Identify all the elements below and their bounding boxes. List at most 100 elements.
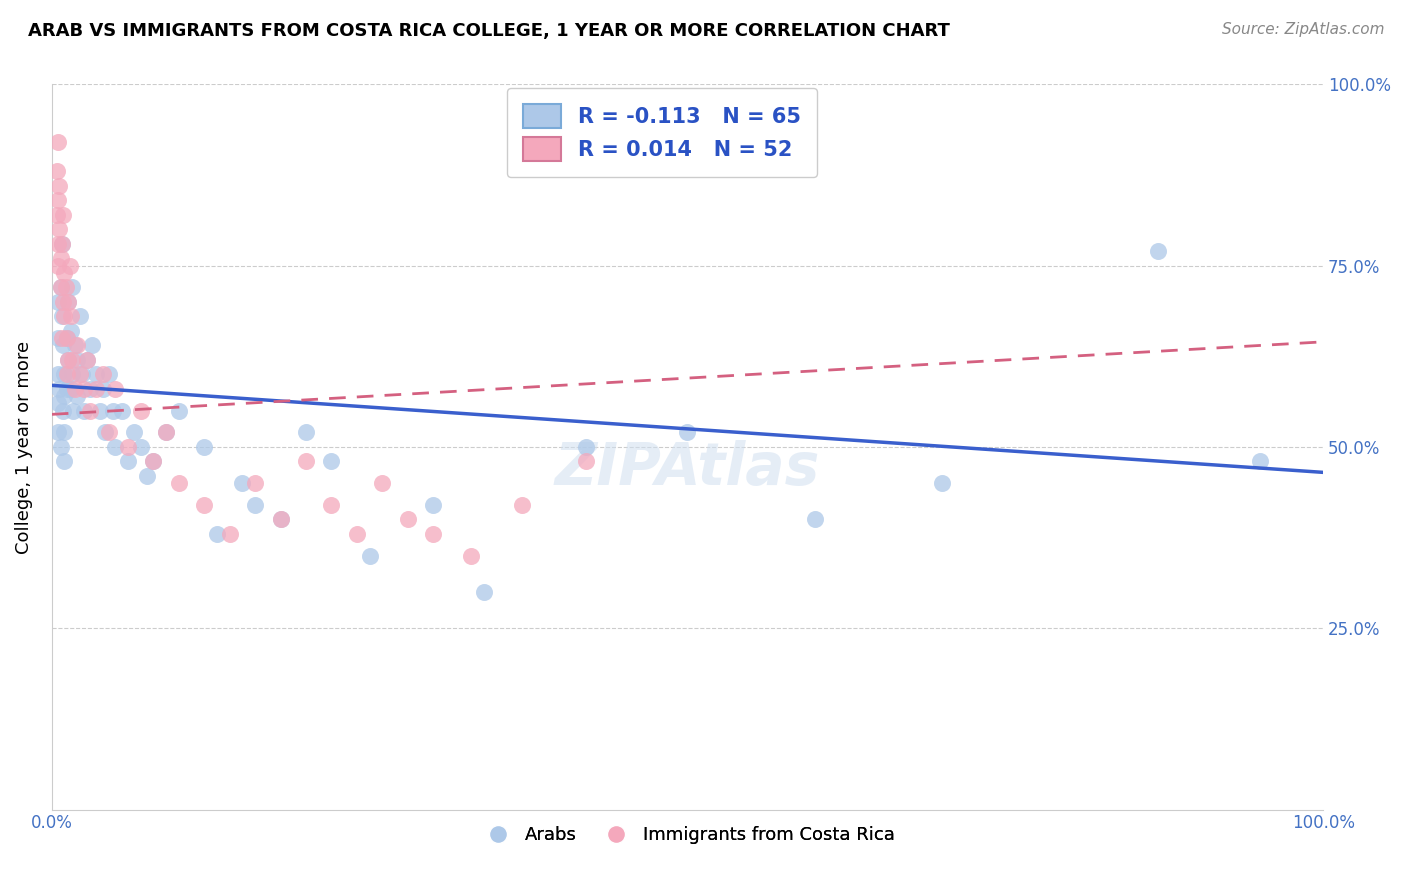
- Point: [53, 389, 76, 403]
- Point: [46, 396, 69, 410]
- Point: [111, 403, 134, 417]
- Point: [60, 353, 83, 368]
- Point: [193, 440, 215, 454]
- Point: [84, 368, 107, 382]
- Point: [142, 454, 165, 468]
- Point: [97, 368, 120, 382]
- Point: [205, 527, 228, 541]
- Point: [58, 295, 80, 310]
- Point: [46, 136, 69, 150]
- Point: [60, 368, 83, 382]
- Point: [46, 295, 69, 310]
- Point: [55, 280, 77, 294]
- Point: [396, 512, 419, 526]
- Point: [76, 353, 98, 368]
- Point: [104, 440, 127, 454]
- Point: [46, 194, 69, 208]
- Point: [69, 368, 91, 382]
- Point: [69, 310, 91, 324]
- Point: [91, 382, 114, 396]
- Point: [51, 331, 73, 345]
- Point: [45, 208, 67, 222]
- Point: [142, 454, 165, 468]
- Point: [295, 425, 318, 440]
- Point: [295, 454, 318, 468]
- Point: [803, 512, 825, 526]
- Point: [124, 425, 146, 440]
- Point: [56, 368, 79, 382]
- Point: [167, 403, 190, 417]
- Point: [472, 585, 495, 599]
- Point: [270, 512, 292, 526]
- Point: [48, 222, 70, 236]
- Point: [51, 310, 73, 324]
- Point: [49, 280, 72, 294]
- Point: [56, 382, 79, 396]
- Point: [66, 389, 89, 403]
- Point: [59, 382, 82, 396]
- Point: [155, 425, 177, 440]
- Point: [53, 266, 76, 280]
- Point: [60, 280, 83, 294]
- Point: [66, 353, 89, 368]
- Point: [62, 403, 84, 417]
- Point: [218, 527, 240, 541]
- Point: [72, 403, 94, 417]
- Point: [89, 403, 111, 417]
- Point: [79, 403, 101, 417]
- Point: [243, 476, 266, 491]
- Point: [422, 498, 444, 512]
- Point: [51, 236, 73, 251]
- Point: [97, 425, 120, 440]
- Point: [129, 403, 152, 417]
- Point: [84, 382, 107, 396]
- Y-axis label: College, 1 year or more: College, 1 year or more: [15, 341, 32, 554]
- Point: [155, 425, 177, 440]
- Point: [91, 368, 114, 382]
- Point: [82, 338, 104, 352]
- Point: [1249, 454, 1271, 468]
- Point: [49, 440, 72, 454]
- Point: [101, 403, 124, 417]
- Text: ZIPAtlas: ZIPAtlas: [555, 441, 820, 497]
- Point: [58, 295, 80, 310]
- Point: [46, 236, 69, 251]
- Point: [52, 295, 75, 310]
- Text: ARAB VS IMMIGRANTS FROM COSTA RICA COLLEGE, 1 YEAR OR MORE CORRELATION CHART: ARAB VS IMMIGRANTS FROM COSTA RICA COLLE…: [28, 22, 950, 40]
- Point: [46, 425, 69, 440]
- Point: [46, 368, 69, 382]
- Point: [231, 476, 253, 491]
- Point: [931, 476, 953, 491]
- Point: [136, 469, 159, 483]
- Point: [270, 512, 292, 526]
- Point: [46, 259, 69, 273]
- Point: [53, 454, 76, 468]
- Point: [371, 476, 394, 491]
- Point: [56, 331, 79, 345]
- Point: [63, 338, 86, 352]
- Point: [49, 252, 72, 266]
- Point: [52, 403, 75, 417]
- Point: [1147, 244, 1170, 259]
- Point: [53, 425, 76, 440]
- Text: Source: ZipAtlas.com: Source: ZipAtlas.com: [1222, 22, 1385, 37]
- Legend: Arabs, Immigrants from Costa Rica: Arabs, Immigrants from Costa Rica: [472, 819, 903, 851]
- Point: [117, 454, 139, 468]
- Point: [321, 454, 343, 468]
- Point: [53, 310, 76, 324]
- Point: [58, 259, 80, 273]
- Point: [76, 353, 98, 368]
- Point: [63, 382, 86, 396]
- Point: [72, 368, 94, 382]
- Point: [575, 454, 598, 468]
- Point: [72, 382, 94, 396]
- Point: [46, 331, 69, 345]
- Point: [104, 382, 127, 396]
- Point: [52, 208, 75, 222]
- Point: [53, 368, 76, 382]
- Point: [167, 476, 190, 491]
- Point: [59, 324, 82, 338]
- Point: [575, 440, 598, 454]
- Point: [58, 353, 80, 368]
- Point: [94, 425, 117, 440]
